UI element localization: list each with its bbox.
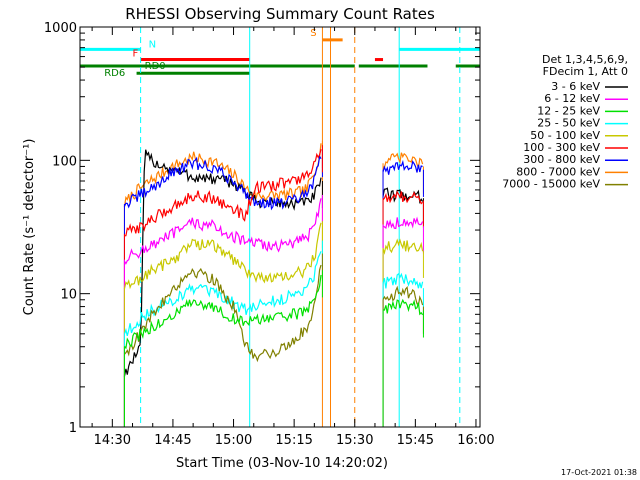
legend-header-line-1: Det 1,3,4,5,6,9, bbox=[542, 53, 628, 66]
y-tick-label-1000: 1000 bbox=[44, 21, 77, 36]
series-50-100-kev-orbit-1 bbox=[123, 222, 322, 290]
y-axis-ticks: 1 10 100 1000 bbox=[44, 21, 480, 436]
series-12-25-kev-orbit-2 bbox=[382, 298, 424, 316]
series-layer bbox=[123, 140, 424, 427]
x-tick-label-15-30: 15:30 bbox=[336, 433, 373, 448]
legend-label-800-7000-kev: 800 - 7000 keV bbox=[516, 165, 600, 178]
legend-header-line-2: FDecim 1, Att 0 bbox=[543, 65, 628, 78]
legend-label-7000-15000-kev: 7000 - 15000 keV bbox=[502, 178, 600, 191]
series-25-50-kev-orbit-1 bbox=[123, 251, 322, 336]
flag-label-n: N bbox=[149, 39, 156, 50]
series-25-50-kev-orbit-2 bbox=[382, 272, 424, 289]
series-6-12-kev-orbit-1 bbox=[123, 198, 322, 265]
x-axis-ticks: 14:30 14:45 15:00 15:15 15:30 15:45 16:00 bbox=[91, 27, 495, 448]
x-axis-label: Start Time (03-Nov-10 14:20:02) bbox=[176, 456, 388, 471]
y-tick-label-1: 1 bbox=[69, 421, 77, 436]
series-100-300-kev-orbit-2 bbox=[382, 190, 423, 205]
legend-label-300-800-kev: 300 - 800 keV bbox=[523, 153, 600, 166]
time-markers bbox=[140, 27, 461, 427]
flag-label-s: S bbox=[310, 28, 316, 39]
flag-label-rd0: RD0 bbox=[145, 61, 166, 72]
flag-label-f: F bbox=[133, 49, 139, 60]
series-3-6-kev-orbit-1 bbox=[123, 149, 322, 377]
series-300-800-kev-orbit-2 bbox=[382, 159, 423, 175]
legend-label-12-25-kev: 12 - 25 keV bbox=[537, 104, 600, 117]
legend-label-100-300-kev: 100 - 300 keV bbox=[523, 141, 600, 154]
series-7000-15000-kev-orbit-2 bbox=[382, 285, 424, 307]
x-tick-label-14-30: 14:30 bbox=[94, 433, 131, 448]
series-300-800-kev-orbit-1 bbox=[123, 154, 322, 211]
chart-title: RHESSI Observing Summary Count Rates bbox=[125, 5, 435, 23]
series-12-25-kev-orbit-1 bbox=[123, 274, 322, 350]
series-50-100-kev-orbit-2 bbox=[382, 238, 424, 255]
plot-frame bbox=[79, 26, 481, 428]
legend-label-6-12-kev: 6 - 12 keV bbox=[544, 92, 600, 105]
series-7000-15000-kev-orbit-1 bbox=[123, 264, 322, 363]
legend-label-50-100-kev: 50 - 100 keV bbox=[530, 129, 600, 142]
series-6-12-kev-orbit-2 bbox=[382, 216, 424, 230]
y-axis-label: Count Rate (s⁻¹ detector⁻¹) bbox=[22, 139, 37, 316]
series-800-7000-kev-orbit-1 bbox=[123, 143, 322, 208]
x-tick-label-16-00: 16:00 bbox=[457, 433, 494, 448]
plot-timestamp: 17-Oct-2021 01:38 bbox=[561, 468, 637, 477]
x-tick-label-15-00: 15:00 bbox=[215, 433, 252, 448]
x-tick-label-15-45: 15:45 bbox=[397, 433, 434, 448]
y-tick-label-10: 10 bbox=[60, 288, 77, 303]
x-tick-label-14-45: 14:45 bbox=[154, 433, 191, 448]
flag-label-rd6: RD6 bbox=[104, 68, 125, 79]
series-800-7000-kev-orbit-2 bbox=[382, 152, 424, 169]
legend-label-3-6-kev: 3 - 6 keV bbox=[551, 80, 600, 93]
x-tick-label-15-15: 15:15 bbox=[275, 433, 312, 448]
legend: Det 1,3,4,5,6,9,FDecim 1, Att 0 3 - 6 keV… bbox=[502, 53, 628, 191]
legend-label-25-50-kev: 25 - 50 keV bbox=[537, 117, 600, 130]
observing-flags: NF RD0 RD6 S bbox=[80, 28, 480, 79]
y-tick-label-100: 100 bbox=[52, 154, 77, 169]
series-100-300-kev-orbit-1 bbox=[124, 149, 322, 237]
